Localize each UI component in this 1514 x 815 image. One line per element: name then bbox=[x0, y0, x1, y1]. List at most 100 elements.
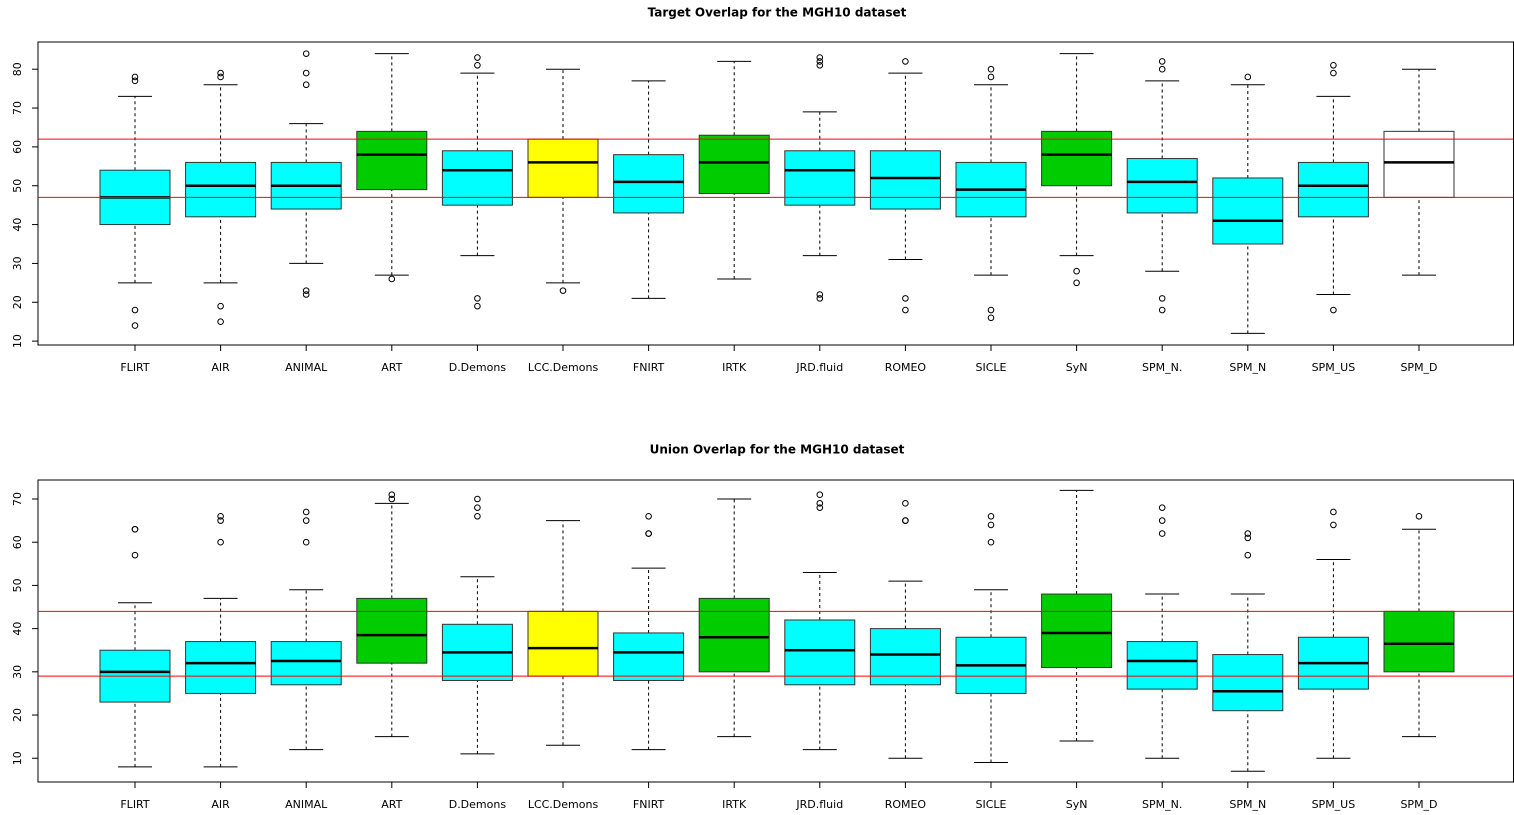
outlier bbox=[987, 538, 995, 546]
outlier bbox=[1158, 58, 1166, 65]
box bbox=[1297, 161, 1369, 218]
outlier bbox=[816, 500, 824, 507]
x-tick-label: ROMEO bbox=[885, 361, 927, 374]
outlier bbox=[902, 58, 909, 65]
box bbox=[1126, 641, 1198, 690]
y-tick-label: 20 bbox=[11, 295, 24, 309]
box bbox=[869, 150, 941, 210]
outlier bbox=[302, 81, 310, 89]
x-tick-label: FNIRT bbox=[633, 798, 665, 811]
x-tick-label: SPM_N. bbox=[1142, 798, 1182, 811]
x-tick-label: SPM_N bbox=[1229, 361, 1266, 374]
outlier bbox=[816, 291, 824, 298]
x-tick-label: ART bbox=[381, 361, 402, 374]
outlier bbox=[217, 73, 224, 81]
outlier bbox=[302, 517, 310, 524]
outlier bbox=[217, 69, 224, 77]
x-tick-label: SICLE bbox=[976, 798, 1007, 811]
y-tick-label: 70 bbox=[11, 101, 24, 115]
x-tick-label: ANIMAL bbox=[285, 798, 328, 811]
outlier bbox=[302, 50, 310, 57]
box bbox=[1383, 130, 1455, 198]
outlier bbox=[816, 295, 824, 302]
outlier bbox=[474, 302, 481, 310]
outlier bbox=[816, 62, 824, 69]
outlier bbox=[1330, 508, 1337, 516]
box bbox=[527, 138, 599, 198]
outlier bbox=[1158, 530, 1166, 537]
outlier bbox=[131, 322, 139, 329]
box bbox=[356, 130, 428, 191]
outlier bbox=[1244, 73, 1252, 81]
outlier bbox=[474, 54, 481, 61]
outlier bbox=[902, 306, 909, 314]
box bbox=[869, 628, 941, 686]
outlier bbox=[816, 491, 824, 498]
x-tick-label: LCC.Demons bbox=[528, 798, 599, 811]
y-tick-label: 20 bbox=[11, 708, 24, 722]
chart-title: Target Overlap for the MGH10 dataset bbox=[648, 6, 907, 20]
outlier bbox=[1158, 504, 1166, 511]
outlier bbox=[131, 77, 139, 85]
box bbox=[356, 597, 428, 664]
y-tick-label: 40 bbox=[11, 218, 24, 232]
outlier bbox=[1330, 306, 1337, 314]
x-tick-label: IRTK bbox=[722, 798, 747, 811]
x-tick-label: JRD.fluid bbox=[795, 798, 843, 811]
x-tick-label: SPM_N bbox=[1229, 798, 1266, 811]
outlier bbox=[816, 58, 824, 65]
outlier bbox=[645, 530, 652, 537]
y-tick-label: 60 bbox=[11, 140, 24, 154]
outlier bbox=[217, 517, 224, 524]
outlier bbox=[474, 512, 481, 520]
box bbox=[613, 154, 685, 214]
outlier bbox=[1073, 267, 1080, 275]
outlier bbox=[302, 538, 310, 546]
x-tick-label: SPM_D bbox=[1400, 361, 1437, 374]
outlier bbox=[131, 73, 139, 81]
outlier bbox=[1158, 65, 1166, 73]
x-tick-label: FLIRT bbox=[120, 798, 150, 811]
outlier bbox=[1158, 517, 1166, 524]
chart-title: Union Overlap for the MGH10 dataset bbox=[650, 443, 905, 457]
outlier bbox=[474, 62, 481, 69]
box bbox=[1126, 158, 1198, 214]
outlier bbox=[302, 291, 310, 298]
x-tick-label: SPM_D bbox=[1400, 798, 1437, 811]
box bbox=[613, 632, 685, 681]
outlier bbox=[1158, 306, 1166, 314]
outlier bbox=[902, 517, 909, 524]
outlier bbox=[474, 495, 481, 503]
outlier bbox=[987, 512, 995, 520]
x-tick-label: SyN bbox=[1066, 361, 1088, 374]
outlier bbox=[1244, 530, 1252, 537]
y-tick-label: 30 bbox=[11, 665, 24, 679]
box bbox=[698, 597, 770, 673]
y-tick-label: 60 bbox=[11, 535, 24, 549]
outlier bbox=[987, 73, 995, 81]
outlier bbox=[987, 306, 995, 314]
outlier bbox=[1244, 551, 1252, 559]
x-tick-label: FLIRT bbox=[120, 361, 150, 374]
x-tick-label: SPM_US bbox=[1312, 798, 1356, 811]
y-tick-label: 10 bbox=[11, 751, 24, 765]
plot-frame bbox=[37, 479, 1514, 783]
outlier bbox=[1330, 521, 1337, 529]
y-tick-label: 30 bbox=[11, 256, 24, 270]
outlier bbox=[388, 495, 396, 503]
y-tick-label: 50 bbox=[11, 578, 24, 592]
outlier bbox=[217, 318, 224, 325]
box bbox=[441, 150, 513, 206]
x-tick-label: AIR bbox=[211, 798, 230, 811]
outlier bbox=[131, 551, 139, 559]
x-tick-label: LCC.Demons bbox=[528, 361, 599, 374]
box bbox=[527, 610, 599, 677]
x-tick-label: ROMEO bbox=[885, 798, 927, 811]
outlier bbox=[217, 302, 224, 310]
outlier bbox=[987, 314, 995, 322]
box bbox=[185, 641, 257, 694]
y-tick-label: 80 bbox=[11, 62, 24, 76]
outlier bbox=[302, 508, 310, 516]
